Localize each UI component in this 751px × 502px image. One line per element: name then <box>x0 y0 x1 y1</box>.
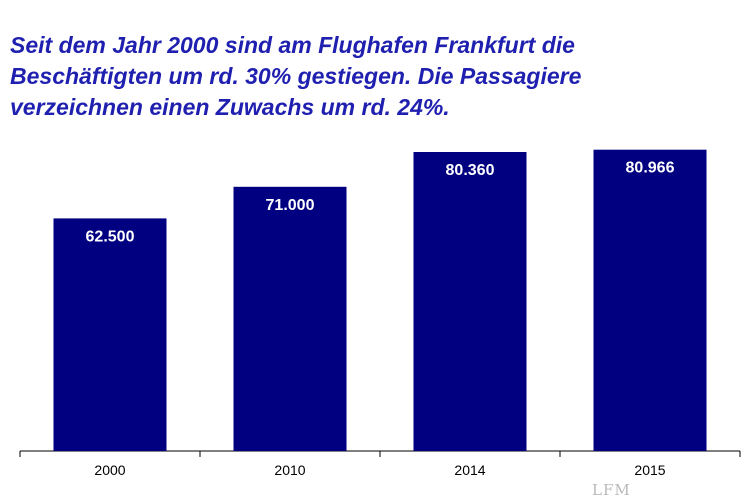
x-tick-label: 2000 <box>94 462 125 478</box>
tick-labels-layer: 2000 2010 2014 2015 <box>94 462 665 478</box>
bars-layer <box>53 149 707 452</box>
bar-value-label: 80.966 <box>626 160 675 177</box>
bar-2014 <box>413 152 527 451</box>
value-labels-layer: 62.500 71.000 80.360 80.966 <box>86 160 675 246</box>
x-tick-label: 2010 <box>274 462 305 478</box>
x-tick-label: 2015 <box>634 462 665 478</box>
watermark-logo: LFM <box>592 481 631 499</box>
bar-2015 <box>593 149 707 451</box>
chart-title: Seit dem Jahr 2000 sind am Flughafen Fra… <box>10 32 582 120</box>
bar-2010 <box>233 186 347 452</box>
bar-2000 <box>53 218 167 451</box>
bar-value-label: 62.500 <box>86 228 135 245</box>
bar-value-label: 80.360 <box>446 162 495 179</box>
bar-value-label: 71.000 <box>266 197 315 214</box>
x-tick-label: 2014 <box>454 462 485 478</box>
